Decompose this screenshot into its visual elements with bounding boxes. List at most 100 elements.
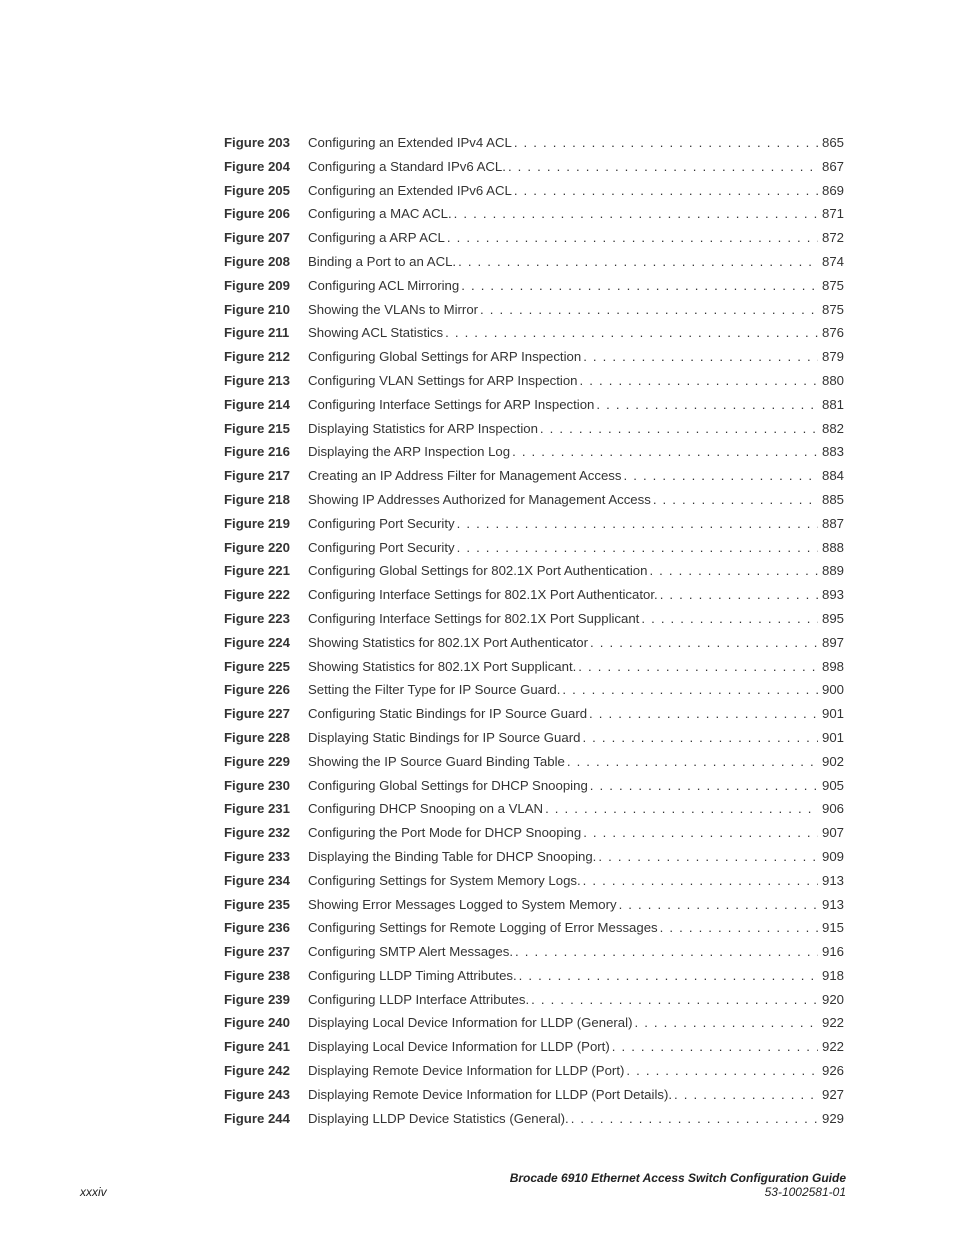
figure-title: Showing the IP Source Guard Binding Tabl… (308, 755, 565, 768)
figure-title: Displaying LLDP Device Statistics (Gener… (308, 1112, 569, 1125)
toc-entry: Figure 234Configuring Settings for Syste… (224, 874, 844, 887)
page-number: 872 (818, 231, 844, 244)
figure-title: Displaying Remote Device Information for… (308, 1088, 672, 1101)
figure-title: Configuring Interface Settings for ARP I… (308, 398, 594, 411)
toc-entry: Figure 206Configuring a MAC ACL.871 (224, 207, 844, 220)
toc-list: Figure 203Configuring an Extended IPv4 A… (224, 136, 844, 1135)
toc-entry: Figure 238Configuring LLDP Timing Attrib… (224, 969, 844, 982)
figure-title: Configuring ACL Mirroring (308, 279, 459, 292)
toc-entry: Figure 236Configuring Settings for Remot… (224, 921, 844, 934)
toc-entry: Figure 223Configuring Interface Settings… (224, 612, 844, 625)
toc-entry: Figure 209Configuring ACL Mirroring875 (224, 279, 844, 292)
leader-dots (639, 612, 818, 625)
leader-dots (543, 802, 818, 815)
figure-label: Figure 240 (224, 1016, 308, 1029)
footer-page-number: xxxiv (80, 1185, 107, 1199)
toc-entry: Figure 213Configuring VLAN Settings for … (224, 374, 844, 387)
toc-entry: Figure 235Showing Error Messages Logged … (224, 898, 844, 911)
figure-label: Figure 207 (224, 231, 308, 244)
toc-entry: Figure 231Configuring DHCP Snooping on a… (224, 802, 844, 815)
footer-doc-number: 53-1002581-01 (510, 1185, 846, 1199)
figure-title: Configuring an Extended IPv4 ACL (308, 136, 512, 149)
toc-entry: Figure 239Configuring LLDP Interface Att… (224, 993, 844, 1006)
figure-title: Showing ACL Statistics (308, 326, 443, 339)
figure-label: Figure 217 (224, 469, 308, 482)
leader-dots (456, 255, 818, 268)
toc-entry: Figure 240Displaying Local Device Inform… (224, 1016, 844, 1029)
leader-dots (478, 303, 818, 316)
figure-label: Figure 242 (224, 1064, 308, 1077)
leader-dots (581, 826, 818, 839)
figure-label: Figure 235 (224, 898, 308, 911)
leader-dots (512, 136, 818, 149)
page-number: 884 (818, 469, 844, 482)
leader-dots (513, 945, 818, 958)
figure-title: Configuring a ARP ACL (308, 231, 445, 244)
leader-dots (459, 279, 818, 292)
figure-title: Configuring Global Settings for DHCP Sno… (308, 779, 588, 792)
toc-entry: Figure 216Displaying the ARP Inspection … (224, 445, 844, 458)
figure-label: Figure 221 (224, 564, 308, 577)
leader-dots (576, 660, 818, 673)
leader-dots (610, 1040, 818, 1053)
page-number: 901 (818, 707, 844, 720)
page-number: 883 (818, 445, 844, 458)
leader-dots (596, 850, 818, 863)
toc-entry: Figure 225Showing Statistics for 802.1X … (224, 660, 844, 673)
figure-title: Configuring Interface Settings for 802.1… (308, 612, 639, 625)
page-number: 906 (818, 802, 844, 815)
figure-label: Figure 216 (224, 445, 308, 458)
leader-dots (632, 1016, 818, 1029)
figure-label: Figure 213 (224, 374, 308, 387)
figure-label: Figure 218 (224, 493, 308, 506)
toc-entry: Figure 208Binding a Port to an ACL.874 (224, 255, 844, 268)
leader-dots (594, 398, 818, 411)
footer-doc-title: Brocade 6910 Ethernet Access Switch Conf… (510, 1171, 846, 1185)
leader-dots (581, 874, 818, 887)
leader-dots (580, 731, 818, 744)
page-number: 909 (818, 850, 844, 863)
figure-title: Setting the Filter Type for IP Source Gu… (308, 683, 560, 696)
toc-entry: Figure 226Setting the Filter Type for IP… (224, 683, 844, 696)
page-number: 875 (818, 279, 844, 292)
toc-entry: Figure 220Configuring Port Security888 (224, 541, 844, 554)
page-number: 918 (818, 969, 844, 982)
figure-title: Displaying Static Bindings for IP Source… (308, 731, 580, 744)
leader-dots (647, 564, 818, 577)
figure-label: Figure 228 (224, 731, 308, 744)
figure-label: Figure 243 (224, 1088, 308, 1101)
toc-entry: Figure 221Configuring Global Settings fo… (224, 564, 844, 577)
figure-title: Configuring Port Security (308, 541, 455, 554)
figure-title: Displaying Remote Device Information for… (308, 1064, 624, 1077)
figure-title: Displaying Local Device Information for … (308, 1040, 610, 1053)
page-number: 922 (818, 1016, 844, 1029)
figure-title: Configuring an Extended IPv6 ACL (308, 184, 512, 197)
leader-dots (588, 779, 818, 792)
page-number: 889 (818, 564, 844, 577)
leader-dots (617, 898, 818, 911)
figure-title: Configuring a MAC ACL. (308, 207, 452, 220)
leader-dots (452, 207, 818, 220)
toc-entry: Figure 215Displaying Statistics for ARP … (224, 422, 844, 435)
toc-entry: Figure 203Configuring an Extended IPv4 A… (224, 136, 844, 149)
leader-dots (455, 517, 818, 530)
figure-label: Figure 224 (224, 636, 308, 649)
leader-dots (510, 445, 818, 458)
figure-title: Showing Statistics for 802.1X Port Suppl… (308, 660, 576, 673)
toc-entry: Figure 219Configuring Port Security887 (224, 517, 844, 530)
figure-title: Displaying Local Device Information for … (308, 1016, 632, 1029)
toc-entry: Figure 227Configuring Static Bindings fo… (224, 707, 844, 720)
page-number: 880 (818, 374, 844, 387)
figure-label: Figure 210 (224, 303, 308, 316)
toc-entry: Figure 210Showing the VLANs to Mirror875 (224, 303, 844, 316)
figure-title: Showing the VLANs to Mirror (308, 303, 478, 316)
figure-title: Configuring LLDP Interface Attributes. (308, 993, 529, 1006)
figure-label: Figure 203 (224, 136, 308, 149)
figure-label: Figure 234 (224, 874, 308, 887)
leader-dots (587, 707, 818, 720)
leader-dots (581, 350, 818, 363)
page-number: 879 (818, 350, 844, 363)
figure-title: Showing IP Addresses Authorized for Mana… (308, 493, 651, 506)
leader-dots (588, 636, 818, 649)
toc-entry: Figure 241Displaying Local Device Inform… (224, 1040, 844, 1053)
